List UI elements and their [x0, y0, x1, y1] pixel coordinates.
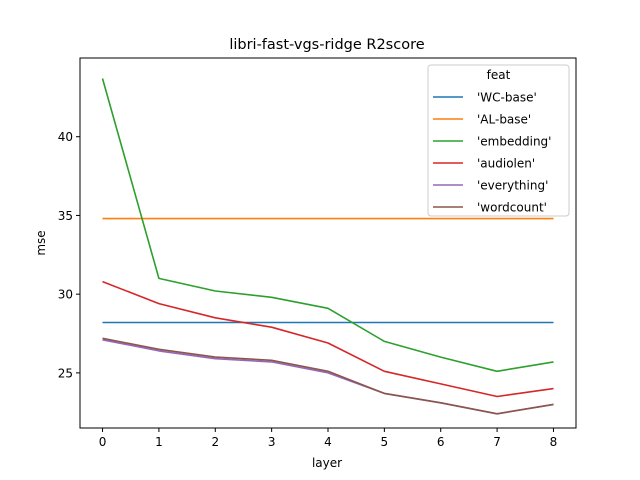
legend-label-3: 'audiolen' — [477, 157, 535, 171]
y-axis: 25 30 35 40 — [58, 130, 80, 380]
series-line-2 — [101, 78, 554, 373]
y-axis-label: mse — [34, 230, 48, 255]
y-tick-label: 35 — [58, 209, 73, 223]
y-tick-label: 40 — [58, 130, 73, 144]
x-tick-label: 6 — [437, 435, 445, 449]
legend-label-0: 'WC-base' — [477, 91, 537, 105]
y-tick-label: 25 — [58, 366, 73, 380]
x-tick-label: 3 — [268, 435, 276, 449]
series-line-3 — [102, 280, 554, 398]
legend-label-5: 'wordcount' — [477, 201, 547, 215]
legend-label-2: 'embedding' — [477, 135, 551, 149]
series-lines — [101, 78, 554, 415]
legend-label-4: 'everything' — [477, 179, 548, 193]
x-tick-label: 4 — [324, 435, 332, 449]
series-line-5 — [102, 337, 554, 415]
x-tick-label: 7 — [493, 435, 501, 449]
legend-title: feat — [487, 68, 511, 82]
x-tick-label: 2 — [211, 435, 219, 449]
x-tick-label: 0 — [99, 435, 107, 449]
x-axis-label: layer — [312, 456, 342, 470]
x-axis: 0 1 2 3 4 5 6 7 8 — [99, 428, 558, 449]
legend-box — [427, 64, 570, 217]
legend: feat 'WC-base' 'AL-base' 'embedding' 'audiol… — [427, 64, 570, 217]
legend-label-1: 'AL-base' — [477, 113, 531, 127]
x-tick-label: 1 — [155, 435, 163, 449]
x-tick-label: 8 — [550, 435, 558, 449]
y-tick-label: 30 — [58, 288, 73, 302]
chart-title: libri-fast-vgs-ridge R2score — [229, 37, 424, 53]
x-tick-label: 5 — [381, 435, 389, 449]
